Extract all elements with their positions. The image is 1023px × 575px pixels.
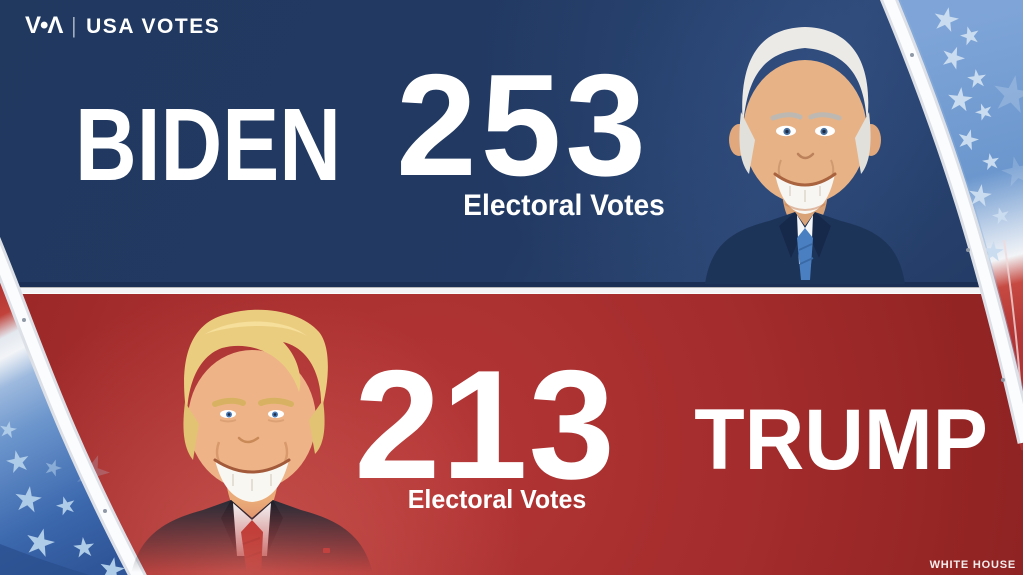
biden-portrait	[703, 12, 908, 284]
brand-separator: |	[72, 13, 77, 38]
joe-biden-illustration	[705, 27, 905, 284]
candidate-name-biden: BIDEN	[75, 87, 341, 202]
panel-divider-shadow	[0, 282, 1023, 287]
candidate-name-trump: TRUMP	[694, 392, 988, 488]
trump-portrait	[122, 292, 382, 575]
ribbon-bottom-left	[0, 236, 147, 575]
program-title: USA VOTES	[86, 14, 221, 38]
biden-electoral-votes: 253	[396, 44, 650, 206]
photo-credit: WHITE HOUSE	[929, 559, 1016, 571]
trump-votes-label: Electoral Votes	[407, 484, 587, 514]
trump-electoral-votes: 213	[354, 338, 616, 511]
voa-logo: V•Λ	[25, 12, 63, 39]
brand-bar: V•Λ | USA VOTES	[25, 14, 220, 38]
flag-pin	[323, 548, 330, 553]
donald-trump-illustration	[131, 309, 373, 575]
ribbon-top-right	[879, 0, 1023, 451]
biden-votes-label: Electoral Votes	[463, 189, 665, 222]
panel-divider	[0, 287, 1023, 294]
